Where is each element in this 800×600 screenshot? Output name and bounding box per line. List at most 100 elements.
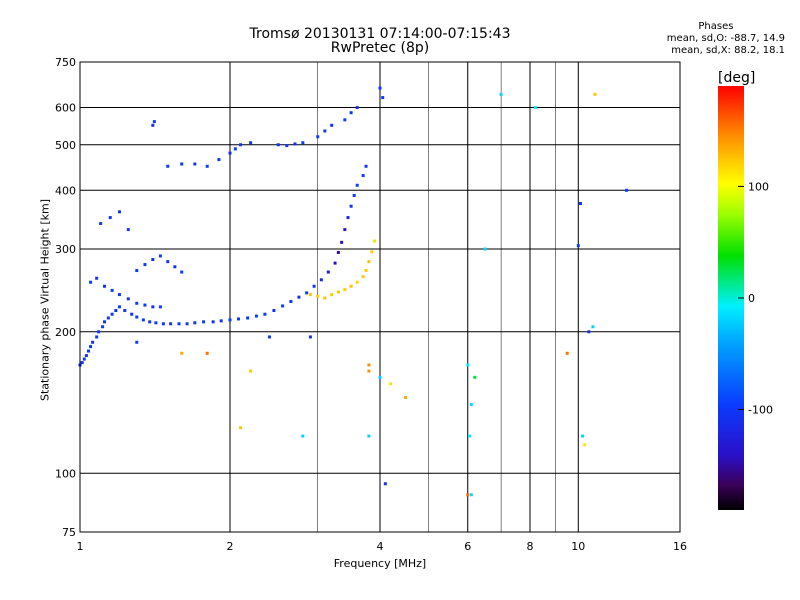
x-tick-label: 16 xyxy=(673,540,687,553)
data-point xyxy=(177,322,181,326)
data-point xyxy=(499,92,503,96)
x-tick-label: 10 xyxy=(571,540,585,553)
data-point xyxy=(343,228,347,232)
data-point xyxy=(340,240,344,244)
data-point xyxy=(336,250,340,254)
data-point xyxy=(466,493,470,497)
data-point xyxy=(330,293,334,297)
y-tick-label: 400 xyxy=(55,184,76,197)
data-point xyxy=(276,143,280,147)
data-point xyxy=(483,247,487,251)
chart-subtitle: RwPretec (8p) xyxy=(330,40,430,56)
data-point xyxy=(323,296,327,300)
data-point xyxy=(591,325,595,329)
data-point xyxy=(89,345,93,349)
data-point xyxy=(308,293,312,297)
data-point xyxy=(217,158,221,162)
data-point xyxy=(367,434,371,438)
data-point xyxy=(95,335,99,339)
data-point xyxy=(158,254,162,258)
data-point xyxy=(205,164,209,168)
data-point xyxy=(308,335,312,339)
data-point xyxy=(141,318,145,322)
data-point xyxy=(166,164,170,168)
data-point xyxy=(370,250,374,254)
data-point xyxy=(249,141,253,145)
data-point xyxy=(89,280,93,284)
data-point xyxy=(352,193,356,197)
data-point xyxy=(333,261,337,265)
data-point xyxy=(349,111,353,115)
x-axis-label: Frequency [MHz] xyxy=(333,557,427,570)
data-point xyxy=(378,375,382,379)
data-point xyxy=(228,151,232,155)
data-point xyxy=(293,142,297,146)
data-point xyxy=(154,321,158,325)
data-point xyxy=(381,96,385,100)
data-point xyxy=(625,188,629,192)
data-point xyxy=(349,284,353,288)
data-point xyxy=(103,320,107,324)
data-point xyxy=(99,221,103,225)
data-point xyxy=(123,308,127,312)
y-tick-label: 300 xyxy=(55,243,76,256)
data-point xyxy=(151,305,155,309)
phase-colorbar xyxy=(718,86,744,510)
chart-title: Tromsø 20130131 07:14:00-07:15:43 xyxy=(249,26,511,42)
y-tick-label: 600 xyxy=(55,102,76,115)
data-point xyxy=(593,92,597,96)
data-point xyxy=(389,382,393,386)
data-point xyxy=(126,297,130,301)
data-point xyxy=(367,369,371,373)
data-point xyxy=(301,434,305,438)
data-point xyxy=(403,395,407,399)
x-tick-label: 6 xyxy=(464,540,471,553)
colorbar-unit: [deg] xyxy=(718,70,756,86)
data-point xyxy=(316,294,320,298)
data-point xyxy=(135,269,139,273)
data-point xyxy=(108,216,112,220)
data-point xyxy=(587,330,591,334)
data-point xyxy=(126,228,130,232)
data-point xyxy=(180,270,184,274)
data-point xyxy=(143,263,147,267)
x-tick-label: 1 xyxy=(77,540,84,553)
data-point xyxy=(301,141,305,145)
data-point xyxy=(86,349,90,353)
x-tick-label: 2 xyxy=(227,540,234,553)
data-point xyxy=(205,351,209,355)
stats-x-mode: mean, sd,X: 88.2, 18.1 xyxy=(671,45,785,56)
data-point xyxy=(343,118,347,122)
data-point xyxy=(473,375,477,379)
data-point xyxy=(583,443,587,447)
phase-stats: Phases mean, sd,O: -88.7, 14.9 mean, sd,… xyxy=(667,21,785,57)
data-point xyxy=(106,316,110,320)
data-point xyxy=(152,120,156,124)
data-point xyxy=(364,269,368,273)
data-point xyxy=(114,308,118,312)
x-tick-label: 8 xyxy=(527,540,534,553)
y-axis-label: Stationary phase Virtual Height [km] xyxy=(38,198,52,402)
data-point xyxy=(378,86,382,90)
data-point xyxy=(361,174,365,178)
data-point xyxy=(355,280,359,284)
data-point xyxy=(185,322,189,326)
data-point xyxy=(364,164,368,168)
data-point xyxy=(249,369,253,373)
data-point xyxy=(193,321,197,325)
data-point xyxy=(367,363,371,367)
y-tick-label: 500 xyxy=(55,139,76,152)
data-point xyxy=(180,351,184,355)
data-point xyxy=(135,315,139,319)
data-point xyxy=(349,204,353,208)
data-point xyxy=(173,265,177,269)
data-point xyxy=(466,363,470,367)
data-point xyxy=(246,316,250,320)
data-point xyxy=(336,290,340,294)
data-point xyxy=(565,351,569,355)
y-tick-label: 750 xyxy=(55,56,76,69)
data-point xyxy=(469,403,473,407)
data-point xyxy=(316,135,320,139)
data-point xyxy=(151,123,155,127)
